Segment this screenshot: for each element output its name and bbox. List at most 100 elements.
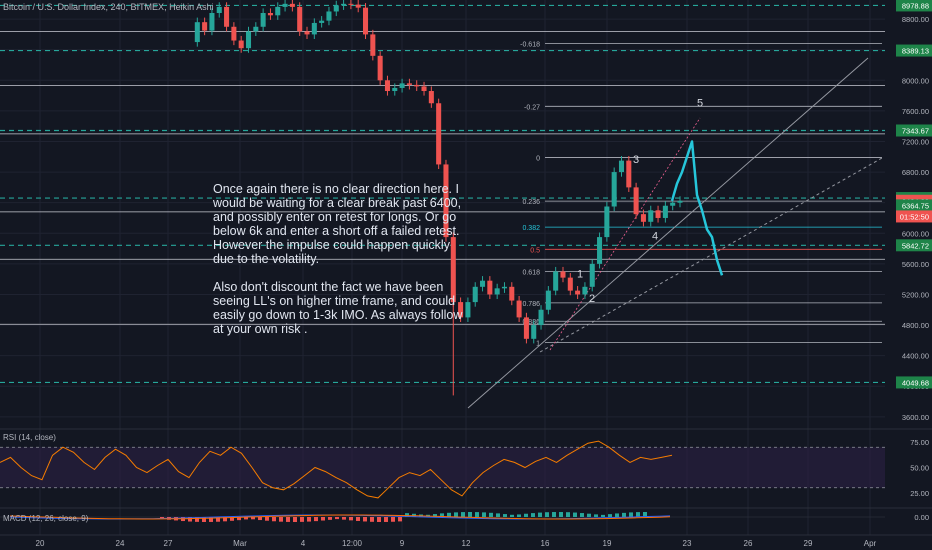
- fib-label: 0.382: [522, 225, 540, 232]
- macd-bar: [608, 514, 612, 517]
- wave-label: 5: [697, 97, 703, 109]
- time-tick: 24: [116, 539, 125, 548]
- macd-bar: [566, 512, 570, 517]
- macd-tick: 0.00: [914, 513, 929, 522]
- macd-bar: [587, 513, 591, 517]
- price-badge-label: 8978.88: [902, 1, 929, 10]
- candle-body: [472, 286, 478, 303]
- time-tick: 4: [301, 539, 306, 548]
- analysis-note: Once again there is no clear direction h…: [213, 182, 463, 336]
- candle-body: [553, 271, 559, 291]
- macd-bar: [552, 512, 556, 517]
- macd-bar: [342, 517, 346, 520]
- macd-signal-line: [9, 514, 671, 520]
- projected-path: [670, 140, 724, 276]
- fib-label: 0.5: [530, 247, 540, 254]
- candle-body: [297, 6, 303, 32]
- macd-pane: 0.00: [0, 507, 932, 522]
- candle-body: [604, 206, 610, 238]
- macd-bar: [188, 517, 192, 522]
- candle-body: [260, 13, 266, 27]
- candle-body: [611, 172, 617, 207]
- macd-bar: [209, 517, 213, 522]
- candle-body: [326, 11, 332, 21]
- macd-bar: [622, 512, 626, 517]
- candle-body: [355, 4, 361, 8]
- macd-bar: [489, 512, 493, 517]
- candle-body: [560, 271, 566, 278]
- wave-label: 3: [633, 154, 639, 166]
- candle-body: [319, 20, 325, 23]
- rsi-line: [0, 440, 673, 499]
- price-badge: [896, 210, 932, 223]
- candle-body: [582, 286, 588, 295]
- candle-body: [648, 210, 654, 222]
- macd-bar: [314, 517, 318, 522]
- macd-bar: [258, 517, 262, 521]
- time-tick: 19: [603, 539, 612, 548]
- candle-body: [275, 6, 281, 16]
- candle-body: [662, 205, 668, 218]
- candle-body: [384, 80, 390, 92]
- price-badge: [896, 239, 932, 252]
- candle-body: [465, 302, 471, 318]
- macd-bar: [447, 512, 451, 517]
- macd-bar: [573, 512, 577, 517]
- candle-body: [538, 309, 544, 326]
- macd-bar: [230, 517, 234, 521]
- candle-body: [487, 280, 493, 295]
- trendline-long[interactable]: [467, 57, 869, 409]
- macd-bar: [335, 517, 339, 520]
- candle-body: [267, 13, 273, 16]
- wave-label: 1: [577, 269, 583, 281]
- candle-body: [480, 280, 486, 287]
- price-tick: 4800.00: [902, 321, 929, 330]
- candle-body: [443, 164, 449, 238]
- wave-labels: 12 3 4 5: [577, 97, 703, 305]
- price-badge: [896, 199, 932, 212]
- time-tick: Mar: [233, 539, 247, 548]
- candle-body: [348, 3, 354, 5]
- macd-bar: [468, 512, 472, 517]
- time-tick: Apr: [864, 539, 877, 548]
- macd-bar: [601, 514, 605, 517]
- macd-bar: [377, 517, 381, 522]
- macd-bar: [503, 514, 507, 517]
- macd-bar: [398, 517, 402, 522]
- macd-label: MACD (12, 26, close, 9): [3, 514, 89, 523]
- macd-bar: [216, 517, 220, 522]
- candle-body: [289, 3, 295, 7]
- macd-bar: [384, 517, 388, 522]
- price-tick: 7600.00: [902, 107, 929, 116]
- chart-title: Bitcoin / U.S. Dollar Index, 240, BITMEX…: [3, 2, 214, 12]
- macd-bar: [454, 512, 458, 517]
- macd-bar: [279, 517, 283, 522]
- candle-body: [194, 22, 200, 43]
- candle-body: [333, 5, 339, 12]
- candle-body: [282, 3, 288, 7]
- candle-body: [545, 290, 551, 310]
- macd-bar: [538, 512, 542, 517]
- fib-label: 0.786: [522, 301, 540, 308]
- candle-body: [406, 83, 412, 85]
- macd-bar: [363, 517, 367, 522]
- candle-body: [531, 325, 537, 339]
- candle-body: [370, 34, 376, 56]
- macd-bar: [580, 513, 584, 517]
- candle-body: [428, 91, 434, 104]
- price-badge: [896, 124, 932, 137]
- candle-body: [494, 288, 500, 295]
- candle-body: [640, 214, 646, 222]
- price-badge-label: 4049.68: [902, 378, 929, 387]
- macd-bar: [195, 517, 199, 522]
- rsi-tick: 50.00: [910, 464, 929, 473]
- candle-body: [575, 290, 581, 295]
- wave-label: 4: [652, 230, 658, 242]
- fib-label: 0.886: [522, 319, 540, 326]
- candle-body: [655, 210, 661, 218]
- rsi-label: RSI (14, close): [3, 433, 56, 442]
- candle-body: [597, 237, 603, 264]
- time-tick: 12:00: [342, 539, 363, 548]
- macd-bar: [307, 517, 311, 522]
